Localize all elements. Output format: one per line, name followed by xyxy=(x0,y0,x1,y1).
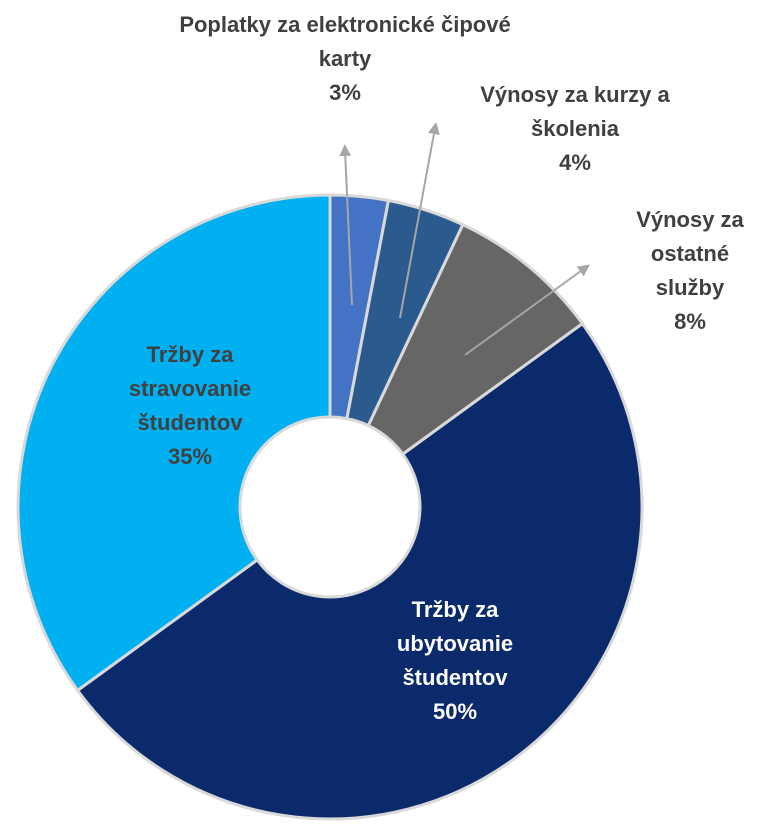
slice xyxy=(75,321,644,821)
category-label: Poplatky za elektronické čipové karty xyxy=(179,12,511,71)
slices xyxy=(16,193,644,821)
category-label: Tržby za stravovanie študentov xyxy=(128,342,252,435)
value-label: 50% xyxy=(432,699,478,724)
leader-line xyxy=(464,264,590,356)
value-label: 8% xyxy=(674,309,706,334)
category-label: Tržby za ubytovanie študentov xyxy=(396,597,514,690)
value-label: 4% xyxy=(559,150,591,175)
category-label: Výnosy za ostatné služby xyxy=(636,207,744,300)
slice-label: Výnosy za kurzy a školenia 4% xyxy=(455,78,695,180)
slice-label: Tržby za ubytovanie študentov 50% xyxy=(375,593,535,729)
leader-line xyxy=(399,122,440,319)
slice-label: Výnosy za ostatné služby 8% xyxy=(620,203,760,339)
value-label: 3% xyxy=(329,80,361,105)
slice xyxy=(366,222,585,457)
slice-label: Poplatky za elektronické čipové karty 3% xyxy=(165,8,525,110)
slice-label: Tržby za stravovanie študentov 35% xyxy=(110,338,270,474)
leader-line xyxy=(339,144,353,306)
category-label: Výnosy za kurzy a školenia xyxy=(480,82,670,141)
slice xyxy=(16,193,332,693)
value-label: 35% xyxy=(167,444,213,469)
